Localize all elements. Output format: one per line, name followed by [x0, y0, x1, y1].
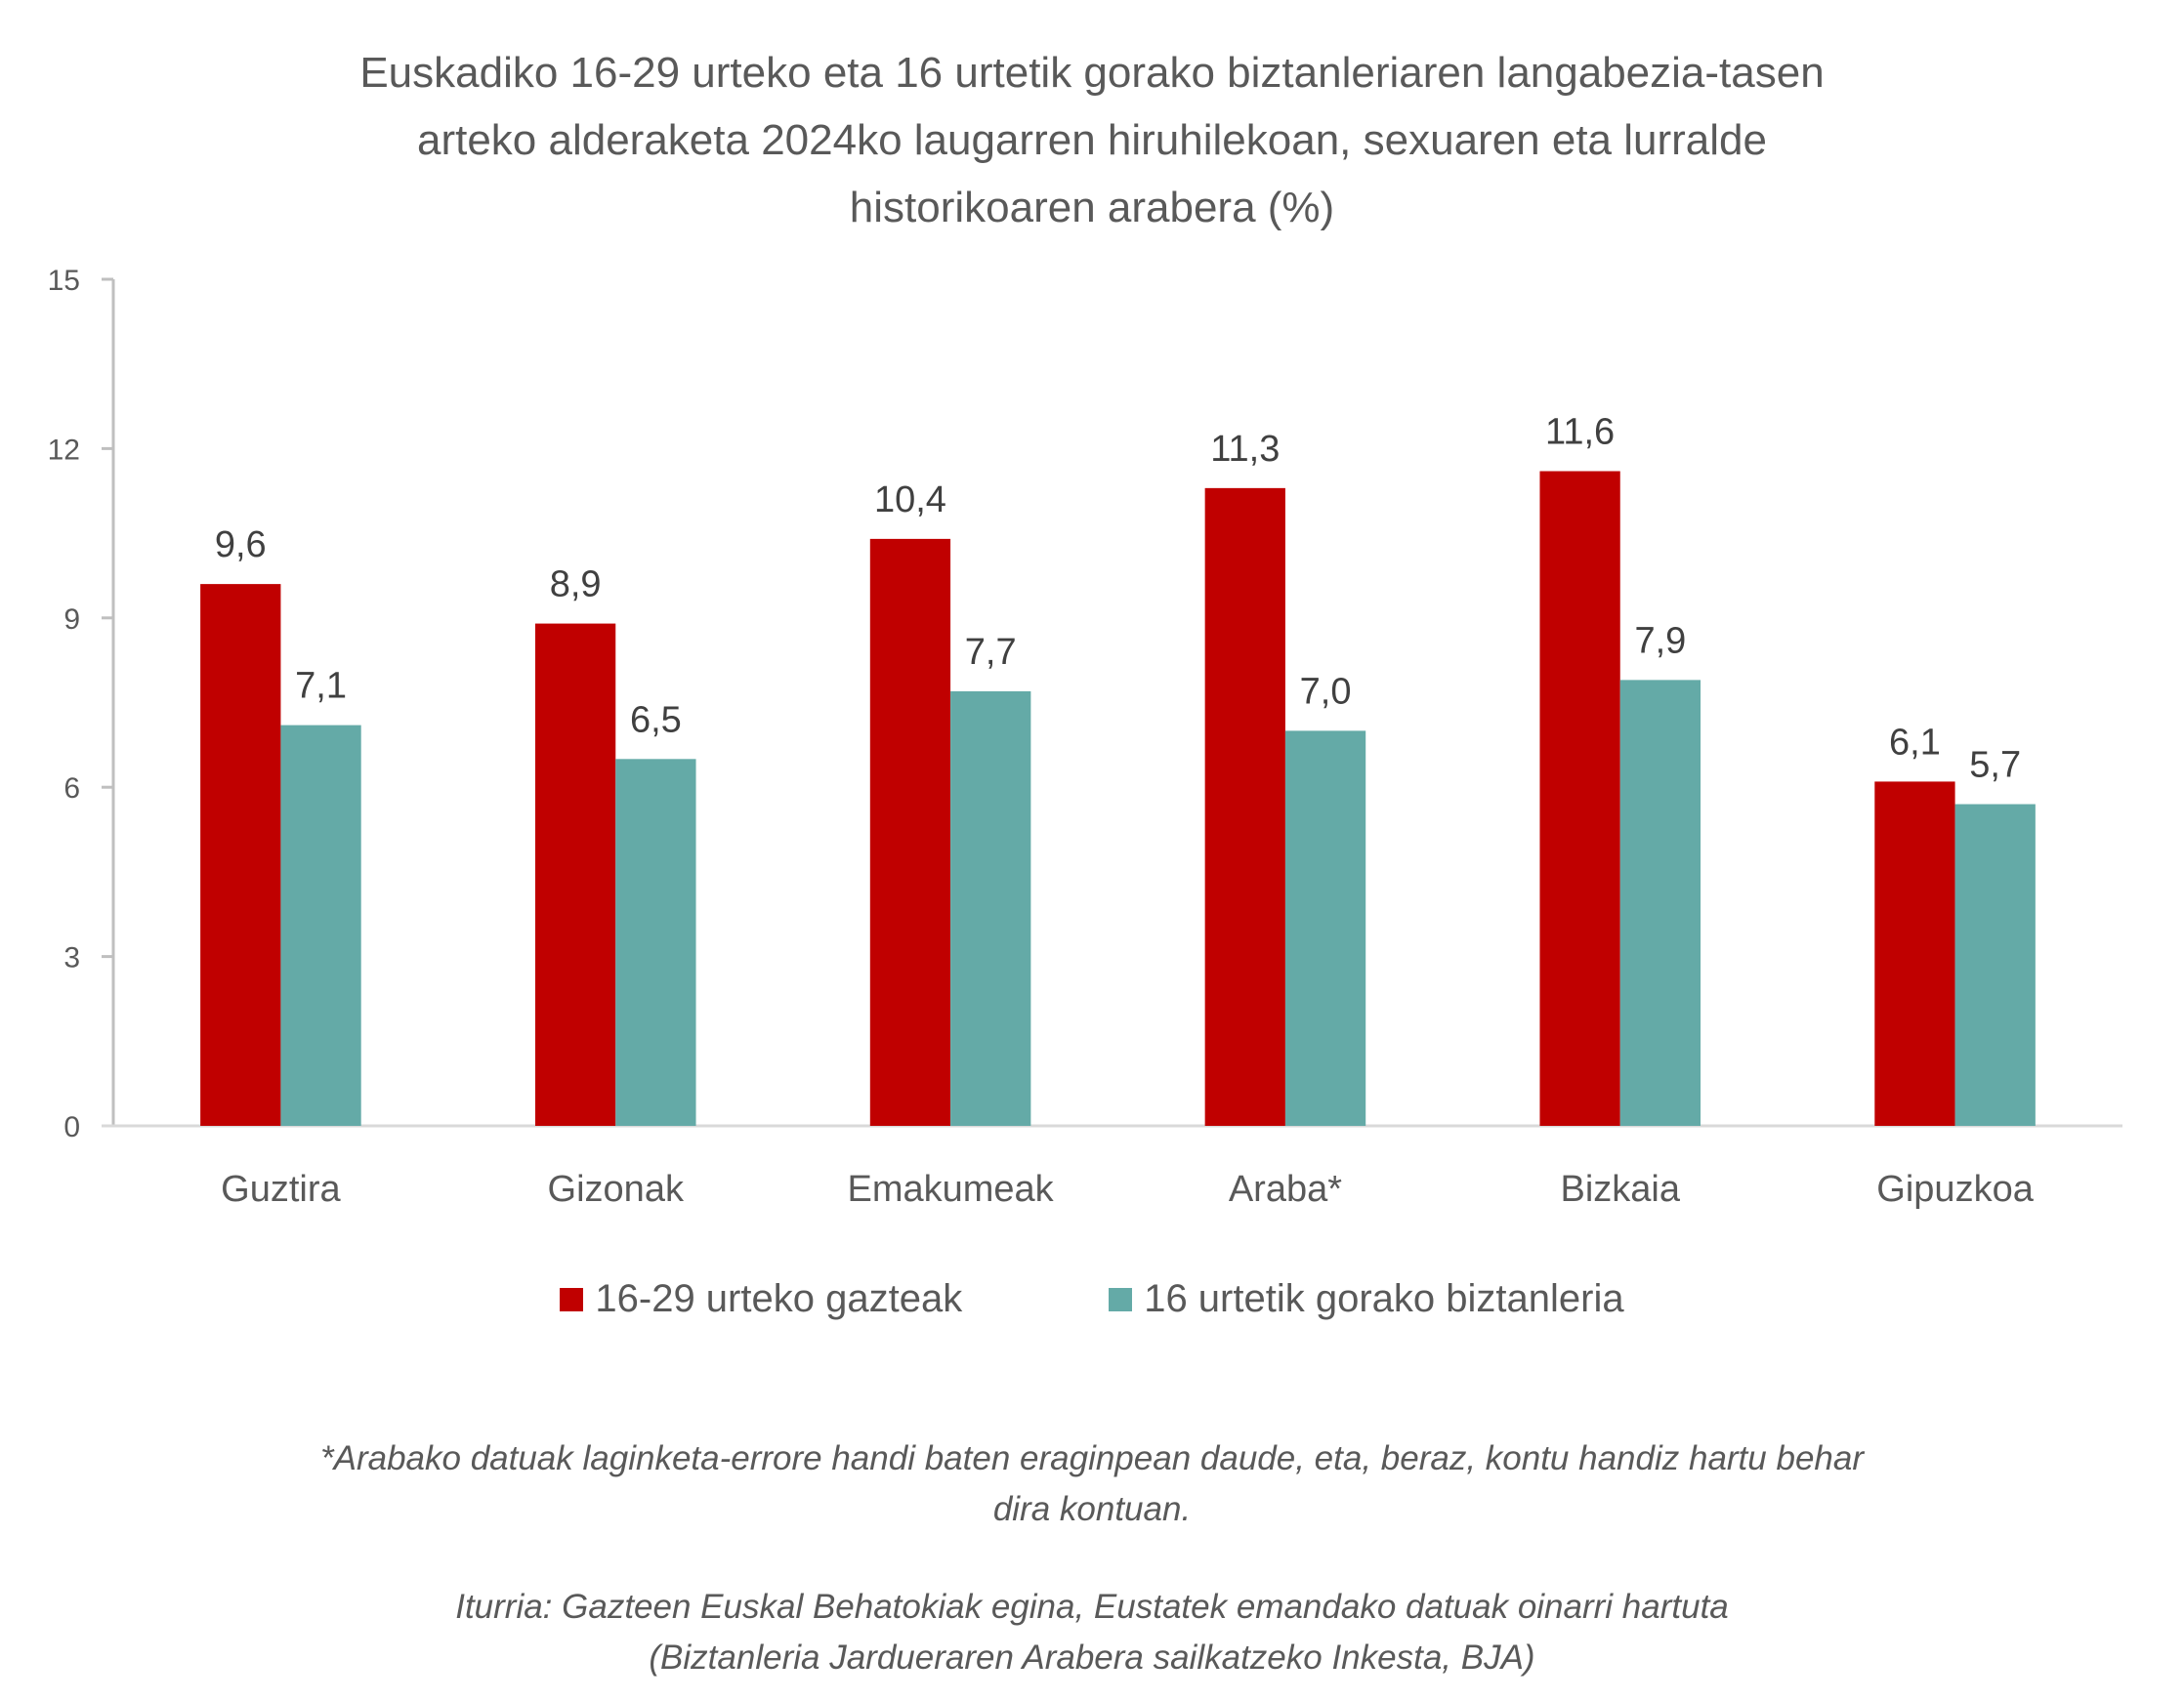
- legend-swatch-youth: [560, 1287, 584, 1311]
- bar-population: [615, 759, 696, 1126]
- bar-youth: [1539, 471, 1620, 1126]
- category-label: Gipuzkoa: [1876, 1169, 2034, 1210]
- source-note-line-1: Iturria: Gazteen Euskal Behatokiak egina…: [455, 1588, 1729, 1626]
- legend: 16-29 urteko gazteak 16 urtetik gorako b…: [0, 1277, 2184, 1321]
- y-tick-label: 9: [63, 603, 80, 636]
- data-label-youth: 10,4: [874, 479, 946, 520]
- chart-title-line-2: arteko alderaketa 2024ko laugarren hiruh…: [416, 116, 1767, 164]
- data-label-population: 7,9: [1634, 620, 1686, 661]
- y-axis: 0 3 6 9 12 15: [48, 265, 115, 1143]
- y-tick-label: 3: [63, 942, 80, 975]
- category-label: Guztira: [221, 1169, 341, 1210]
- legend-item-youth: 16-29 urteko gazteak: [560, 1277, 962, 1321]
- data-label-youth: 6,1: [1889, 722, 1941, 763]
- y-tick-label: 0: [63, 1111, 80, 1143]
- source-note: Iturria: Gazteen Euskal Behatokiak egina…: [0, 1582, 2184, 1683]
- legend-label-youth: 16-29 urteko gazteak: [595, 1277, 963, 1320]
- category-label: Araba*: [1229, 1169, 1342, 1210]
- data-label-youth: 8,9: [550, 564, 602, 605]
- data-label-population: 7,7: [965, 632, 1017, 673]
- data-label-youth: 11,3: [1210, 429, 1280, 470]
- bar-population: [280, 725, 361, 1126]
- data-label-population: 7,1: [295, 666, 347, 707]
- data-label-youth: 11,6: [1545, 412, 1615, 453]
- category-label: Bizkaia: [1561, 1169, 1681, 1210]
- data-label-youth: 9,6: [215, 524, 267, 565]
- legend-swatch-population: [1109, 1287, 1133, 1311]
- bars: [200, 471, 2036, 1126]
- category-label: Emakumeak: [847, 1169, 1054, 1210]
- category-labels: Guztira Gizonak Emakumeak Araba* Bizkaia Gipu…: [221, 1169, 2035, 1210]
- araba-note: *Arabako datuak laginketa-errore handi b…: [0, 1433, 2184, 1535]
- araba-note-line-2: dira kontuan.: [992, 1490, 1192, 1528]
- bar-population: [1619, 680, 1701, 1126]
- bar-youth: [200, 584, 281, 1126]
- legend-label-population: 16 urtetik gorako biztanleria: [1144, 1277, 1624, 1320]
- data-label-population: 5,7: [1969, 745, 2021, 786]
- bar-population: [1954, 804, 2036, 1126]
- legend-item-population: 16 urtetik gorako biztanleria: [1109, 1277, 1624, 1321]
- y-tick-label: 6: [63, 772, 80, 805]
- bar-population: [950, 690, 1031, 1126]
- y-tick-label: 15: [48, 265, 80, 297]
- chart-title-line-1: Euskadiko 16-29 urteko eta 16 urtetik go…: [359, 49, 1825, 97]
- category-label: Gizonak: [548, 1169, 685, 1210]
- bar-youth: [1874, 781, 1955, 1126]
- bar-youth: [869, 538, 951, 1126]
- data-labels: 9,6 7,1 8,9 6,5 10,4 7,7 11,3 7,0 11,6 7,9 6,1 5,7: [215, 412, 2021, 786]
- bar-youth: [1204, 487, 1285, 1126]
- data-label-population: 6,5: [630, 699, 682, 740]
- chart-title: Euskadiko 16-29 urteko eta 16 urtetik go…: [0, 39, 2184, 241]
- data-label-population: 7,0: [1300, 671, 1352, 712]
- bar-population: [1284, 730, 1366, 1126]
- bar-youth: [534, 623, 616, 1126]
- chart-title-line-3: historikoaren arabera (%): [849, 184, 1335, 231]
- source-note-line-2: (Biztanleria Jarduera­ren Arabera sailka…: [649, 1639, 1535, 1677]
- y-tick-label: 12: [48, 434, 80, 466]
- araba-note-line-1: *Arabako datuak laginketa-errore handi b…: [319, 1439, 1864, 1477]
